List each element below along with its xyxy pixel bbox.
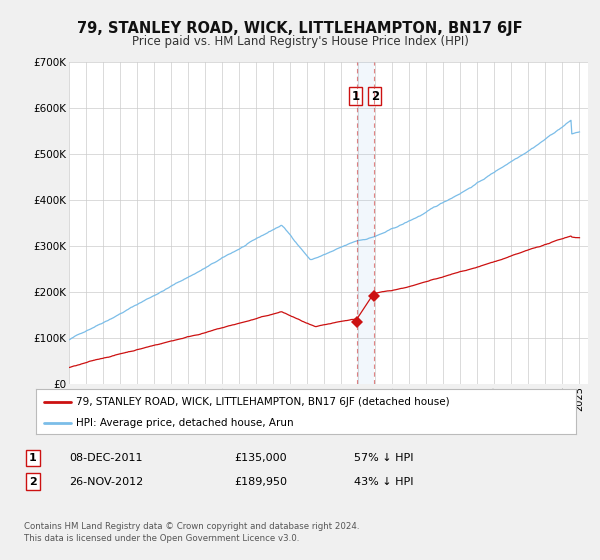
Text: 79, STANLEY ROAD, WICK, LITTLEHAMPTON, BN17 6JF (detached house): 79, STANLEY ROAD, WICK, LITTLEHAMPTON, B… [77, 396, 450, 407]
Text: £189,950: £189,950 [234, 477, 287, 487]
Text: 26-NOV-2012: 26-NOV-2012 [69, 477, 143, 487]
Text: £135,000: £135,000 [234, 453, 287, 463]
Text: 79, STANLEY ROAD, WICK, LITTLEHAMPTON, BN17 6JF: 79, STANLEY ROAD, WICK, LITTLEHAMPTON, B… [77, 21, 523, 36]
Text: 1: 1 [29, 453, 37, 463]
Text: 57% ↓ HPI: 57% ↓ HPI [354, 453, 413, 463]
Text: 2: 2 [29, 477, 37, 487]
Text: 43% ↓ HPI: 43% ↓ HPI [354, 477, 413, 487]
Text: 2: 2 [371, 90, 379, 102]
Text: Contains HM Land Registry data © Crown copyright and database right 2024.: Contains HM Land Registry data © Crown c… [24, 522, 359, 531]
Text: HPI: Average price, detached house, Arun: HPI: Average price, detached house, Arun [77, 418, 294, 428]
Text: This data is licensed under the Open Government Licence v3.0.: This data is licensed under the Open Gov… [24, 534, 299, 543]
Text: Price paid vs. HM Land Registry's House Price Index (HPI): Price paid vs. HM Land Registry's House … [131, 35, 469, 48]
Text: 1: 1 [352, 90, 360, 102]
Bar [357, 62, 374, 384]
Text: 08-DEC-2011: 08-DEC-2011 [69, 453, 143, 463]
